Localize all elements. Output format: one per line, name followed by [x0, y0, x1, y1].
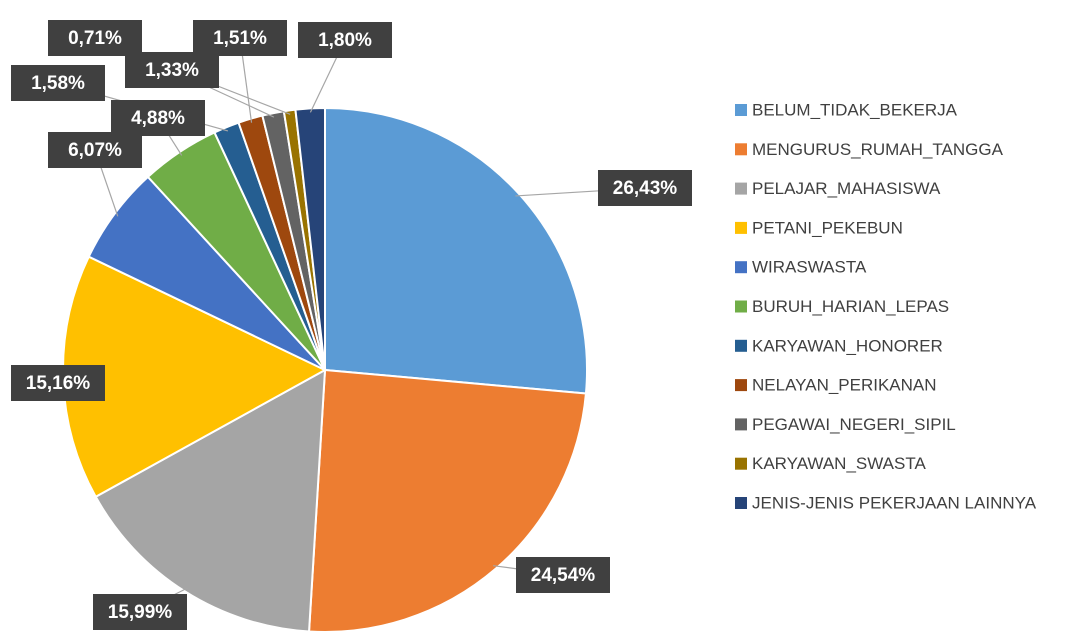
- legend-label: WIRASWASTA: [752, 258, 867, 277]
- pie-slice: [294, 106, 326, 371]
- label-box: [193, 20, 287, 56]
- data-label: 4,88%: [131, 108, 185, 129]
- label-box: [93, 594, 187, 630]
- legend-swatch: [735, 379, 747, 392]
- legend-swatch: [735, 104, 747, 116]
- pie-slice: [307, 368, 588, 633]
- data-label: 26,43%: [613, 178, 678, 199]
- legend-swatch: [735, 497, 747, 509]
- legend-label: PEGAWAI_NEGERI_SIPIL: [752, 415, 956, 434]
- legend-label: KARYAWAN_SWASTA: [752, 454, 926, 473]
- legend-label: PETANI_PEKEBUN: [752, 218, 903, 237]
- legend-label: PELAJAR_MAHASISWA: [752, 179, 941, 198]
- label-box: [11, 365, 105, 401]
- label-box: [298, 22, 392, 58]
- label-box: [48, 20, 142, 56]
- legend-label: MENGURUS_RUMAH_TANGGA: [752, 140, 1004, 159]
- legend-swatch: [735, 261, 747, 274]
- data-label: 0,71%: [68, 28, 122, 49]
- legend-swatch: [735, 300, 747, 313]
- data-label: 24,54%: [531, 565, 596, 586]
- legend-swatch: [735, 457, 747, 470]
- data-label: 1,51%: [213, 28, 267, 49]
- legend-label: BURUH_HARIAN_LEPAS: [752, 297, 949, 316]
- legend-swatch: [735, 221, 747, 234]
- label-box: [125, 52, 219, 88]
- pie-slice: [324, 106, 588, 395]
- legend-swatch: [735, 182, 747, 195]
- label-box: [48, 132, 142, 168]
- data-label: 6,07%: [68, 140, 122, 161]
- label-box: [598, 170, 692, 206]
- data-label: 15,16%: [26, 373, 91, 394]
- pie-slice: [94, 368, 327, 633]
- label-box: [11, 65, 105, 101]
- legend-label: JENIS-JENIS PEKERJAAN LAINNYA: [752, 493, 1037, 512]
- legend-swatch: [735, 339, 747, 352]
- data-label: 1,80%: [318, 30, 372, 51]
- legend-swatch: [735, 143, 747, 156]
- label-box: [111, 100, 205, 136]
- legend-label: BELUM_TIDAK_BEKERJA: [752, 100, 958, 119]
- data-label: 1,33%: [145, 60, 199, 81]
- data-label: 1,58%: [31, 73, 85, 94]
- legend-swatch: [735, 418, 747, 431]
- data-label: 15,99%: [108, 602, 173, 623]
- legend-label: NELAYAN_PERIKANAN: [752, 376, 937, 395]
- legend-label: KARYAWAN_HONORER: [752, 336, 943, 355]
- label-box: [516, 557, 610, 593]
